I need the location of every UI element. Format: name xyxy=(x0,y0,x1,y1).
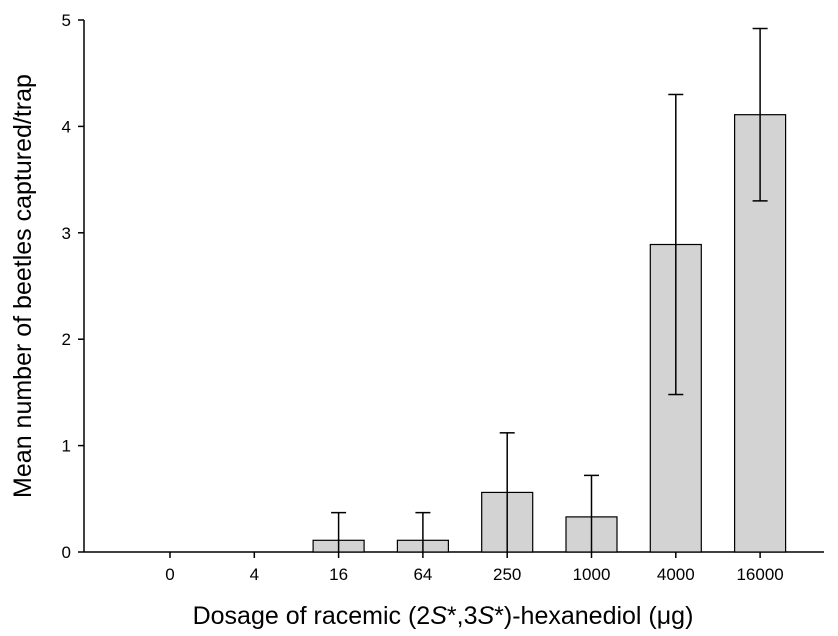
x-axis-title-part: g) xyxy=(671,602,693,630)
y-ticks: 0 1 2 3 4 5 xyxy=(62,11,84,562)
x-axis-title-part: Dosage of racemic (2 xyxy=(193,602,431,630)
x-tick-label: 0 xyxy=(165,565,174,584)
x-ticks: 0 4 16 64 250 1000 4000 16000 xyxy=(165,552,784,584)
axes xyxy=(83,20,824,553)
x-axis-title-part: *)-hexanediol ( xyxy=(494,602,657,630)
y-axis-title: Mean number of beetles captured/trap xyxy=(9,74,37,498)
x-tick-label: 16000 xyxy=(736,565,783,584)
x-tick-label: 16 xyxy=(329,565,348,584)
x-tick-label: 4 xyxy=(250,565,259,584)
x-tick-label: 1000 xyxy=(573,565,611,584)
y-tick-label: 0 xyxy=(62,543,71,562)
error-bars xyxy=(331,27,768,552)
x-axis-title-part: μ xyxy=(657,602,671,630)
bars xyxy=(312,114,787,553)
x-tick-label: 64 xyxy=(413,565,432,584)
x-axis-title-part: *,3 xyxy=(447,602,478,630)
x-axis-title: Dosage of racemic (2S*,3S*)-hexanediol (… xyxy=(193,602,694,630)
y-tick-label: 4 xyxy=(62,117,71,136)
x-axis-title-part: S xyxy=(477,602,494,630)
x-axis-title-part: S xyxy=(430,602,447,630)
x-tick-label: 4000 xyxy=(657,565,695,584)
y-tick-label: 1 xyxy=(62,437,71,456)
y-tick-label: 3 xyxy=(62,224,71,243)
y-tick-label: 2 xyxy=(62,330,71,349)
x-tick-label: 250 xyxy=(493,565,521,584)
y-tick-label: 5 xyxy=(62,11,71,30)
